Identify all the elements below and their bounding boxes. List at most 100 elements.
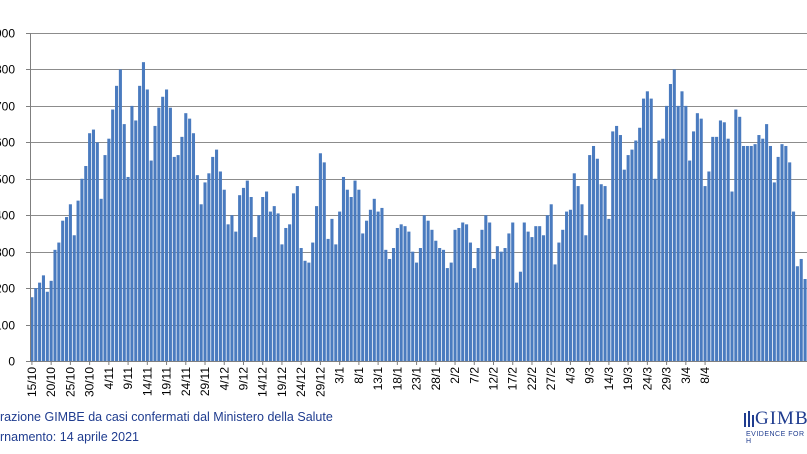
x-tick-label: 23/1 [410, 367, 424, 391]
x-tick-label: 25/10 [63, 367, 77, 397]
bar [118, 69, 122, 361]
bar [699, 118, 703, 361]
bar [411, 251, 415, 361]
bar [380, 207, 384, 361]
bar [695, 113, 699, 362]
bar [661, 138, 665, 361]
bar [603, 186, 607, 361]
bar [88, 133, 92, 361]
bar [349, 197, 353, 361]
bar [726, 138, 730, 361]
bar [134, 120, 138, 361]
bar [499, 251, 503, 361]
x-tick-label: 14/3 [602, 367, 616, 391]
bar [488, 222, 492, 361]
bar [415, 262, 419, 361]
x-tick-label: 4/12 [217, 367, 231, 391]
bar [576, 186, 580, 361]
bar [657, 140, 661, 361]
bar [157, 107, 161, 362]
bar [103, 155, 107, 361]
bar [561, 229, 565, 361]
bar [484, 215, 488, 361]
bar [776, 156, 780, 361]
bar [315, 206, 319, 361]
bar [357, 189, 361, 361]
bar [634, 140, 638, 361]
bar [161, 96, 165, 361]
bar [718, 120, 722, 361]
bar [388, 258, 392, 361]
x-tick-label: 24/12 [294, 367, 308, 397]
bar [141, 62, 146, 361]
x-tick-label: 3/1 [333, 367, 347, 384]
bar [226, 224, 230, 361]
x-tick-label: 22/2 [525, 367, 539, 391]
bar [126, 176, 130, 361]
bar [795, 266, 799, 361]
bar [792, 211, 796, 361]
y-tick-label: 700 [0, 100, 15, 114]
bar [426, 220, 430, 361]
bar [707, 171, 711, 361]
bar [91, 129, 96, 361]
bar [553, 264, 557, 361]
bar [176, 155, 180, 361]
bar [653, 178, 657, 361]
bar [84, 166, 88, 361]
bar [341, 176, 346, 361]
bar [757, 135, 761, 361]
bar [368, 209, 372, 361]
x-tick-label: 29/11 [198, 367, 212, 396]
bar [399, 224, 403, 361]
x-axis: 15/10 20/10 25/10 30/10 4/11 9/11 14/11 19/11 24… [25, 361, 807, 397]
bar [122, 124, 126, 361]
bar [407, 231, 411, 361]
bar [403, 226, 407, 361]
bar [618, 135, 622, 361]
source-note: razione GIMBE da casi confermati dal Min… [0, 410, 333, 424]
bar [518, 271, 522, 361]
bar [207, 173, 211, 361]
bar [372, 198, 376, 361]
bar [238, 195, 242, 361]
bar [711, 136, 715, 361]
bar [284, 227, 288, 361]
bar-series [30, 62, 807, 362]
bar [311, 242, 315, 361]
bar [772, 182, 776, 361]
bar [245, 180, 249, 361]
bar [115, 85, 119, 361]
bar [65, 217, 69, 361]
bar [641, 98, 646, 361]
x-tick-label: 19/12 [275, 367, 289, 397]
bar [211, 156, 215, 361]
bar [480, 229, 484, 361]
bar [434, 240, 438, 361]
bar [172, 156, 176, 361]
bar [738, 116, 742, 361]
bar [545, 215, 549, 361]
bar [745, 145, 749, 361]
bar [218, 171, 222, 361]
bar [276, 213, 280, 361]
x-tick-label: 14/11 [140, 367, 154, 396]
bar [557, 242, 561, 361]
bar [195, 175, 199, 361]
bar [784, 145, 788, 361]
bar [280, 244, 284, 361]
bar [38, 282, 42, 361]
bar [303, 260, 307, 361]
bar [538, 226, 542, 361]
bar [799, 258, 803, 361]
bar [684, 105, 688, 361]
bar [530, 237, 534, 361]
bar [495, 246, 499, 361]
bar [568, 209, 572, 361]
bar [30, 297, 34, 361]
bar [165, 89, 169, 362]
bar [145, 89, 149, 362]
bar [61, 220, 65, 361]
bar [95, 142, 99, 361]
bar [722, 122, 726, 361]
